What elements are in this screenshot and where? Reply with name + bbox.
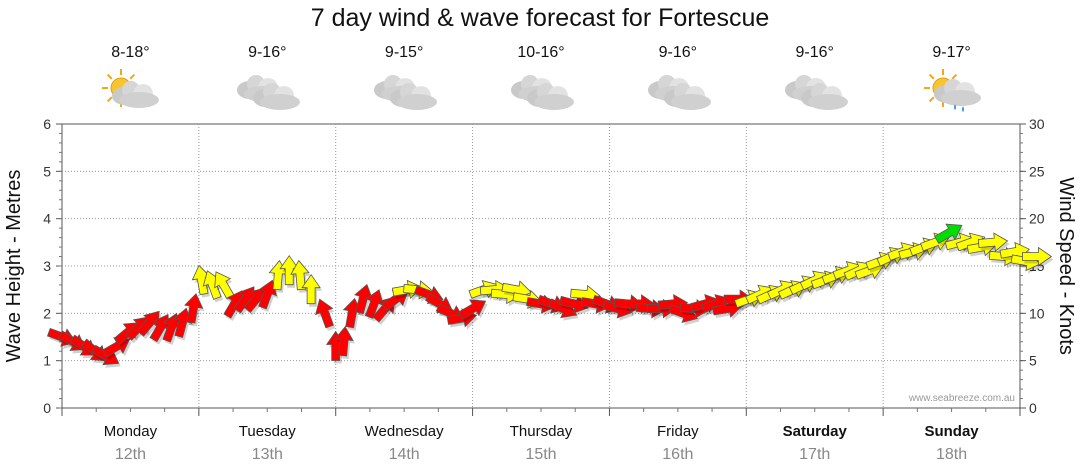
wind-arrow-shape: [173, 307, 193, 338]
forecast-day: 8-18°: [70, 44, 190, 114]
cloudy-icon: [784, 75, 848, 110]
sun-shower-icon: [923, 69, 981, 112]
day-date-label: 15th: [525, 446, 556, 463]
wind-arrow: [934, 223, 964, 247]
wind-arrow: [184, 293, 205, 327]
day-name-label: Thursday: [510, 423, 573, 440]
wind-arrow: [149, 313, 172, 345]
wind-arrows: [46, 223, 1054, 368]
credit-text: www.seabreeze.com.au: [908, 393, 1015, 404]
temperature-range: 10-16°: [517, 44, 565, 61]
forecast-day: 9-17°: [892, 44, 1012, 114]
wind-arrow-shape: [977, 232, 1009, 252]
temperature-range: 9-16°: [248, 44, 287, 61]
wind-arrow: [102, 337, 132, 360]
temperature-range: 9-16°: [658, 44, 698, 61]
temperature-range: 9-16°: [795, 44, 834, 61]
y-tick-label-right: 10: [1029, 305, 1045, 321]
x-axis-days: Monday 12th Tuesday 13th Wednesday 14th Thursd…: [61, 407, 1021, 463]
cloudy-icon: [511, 75, 574, 110]
day-date-label: 18th: [936, 446, 967, 463]
day-name-label: Tuesday: [239, 423, 296, 440]
forecast-day: 9-16°: [618, 44, 738, 114]
day-name-label: Saturday: [783, 423, 848, 440]
wind-arrow-shape: [290, 259, 310, 291]
cloudy-icon: [647, 75, 711, 110]
daily-forecast-strip: 8-18° 9-16° 9-15° 10-16° 9-16° 9-16° 9-17°: [0, 0, 1080, 130]
y-tick-label-right: 30: [1029, 116, 1045, 132]
wind-arrow-shape: [315, 298, 334, 329]
forecast-day: 10-16°: [481, 44, 601, 114]
wind-arrow: [364, 289, 386, 322]
y-tick-label-left: 5: [43, 163, 51, 179]
y-tick-label-left: 1: [43, 353, 51, 369]
y-tick-label-left: 3: [43, 258, 51, 274]
wind-arrow-shape: [1022, 246, 1053, 267]
y-tick-label-left: 6: [43, 116, 51, 132]
y-tick-label-left: 0: [43, 400, 51, 416]
wind-arrow: [258, 279, 279, 312]
y-tick-label-left: 2: [43, 305, 51, 321]
temperature-range: 8-18°: [111, 44, 150, 61]
day-date-label: 14th: [389, 446, 420, 463]
y-axis-label-left: Wave Height - Metres: [3, 170, 25, 363]
day-date-label: 17th: [799, 446, 830, 463]
y-tick-label-right: 20: [1029, 211, 1045, 227]
day-date-label: 16th: [662, 446, 693, 463]
day-date-label: 13th: [252, 446, 283, 463]
y-tick-label-right: 25: [1029, 163, 1045, 179]
day-name-label: Friday: [657, 423, 699, 440]
chart-title: 7 day wind & wave forecast for Fortescue: [310, 4, 770, 32]
wind-arrow: [1022, 246, 1054, 269]
wind-arrow: [301, 273, 323, 307]
wind-arrow-shape: [301, 273, 321, 305]
y-axis-label-right: Wind Speed - Knots: [1055, 177, 1077, 355]
forecast-day: 9-15°: [344, 44, 464, 114]
cloudy-icon: [374, 75, 438, 110]
wind-arrow: [334, 326, 356, 359]
wind-arrow-shape: [184, 293, 204, 324]
wind-arrow: [457, 299, 488, 323]
day-date-label: 12th: [115, 446, 146, 463]
y-tick-label-left: 4: [43, 211, 51, 227]
y-tick-label-right: 5: [1029, 353, 1037, 369]
wind-arrow-shape: [934, 223, 963, 244]
wind-arrow-shape: [334, 326, 354, 357]
partly-sunny-icon: [102, 69, 160, 108]
forecast-day: 9-16°: [755, 44, 875, 114]
temperature-range: 9-15°: [384, 44, 424, 61]
cloudy-icon: [237, 75, 301, 110]
forecast-day: 9-16°: [207, 44, 327, 114]
day-name-label: Monday: [104, 423, 158, 440]
day-name-label: Sunday: [924, 423, 979, 440]
wind-arrow-shape: [457, 299, 487, 320]
temperature-range: 9-17°: [932, 44, 971, 61]
day-name-label: Wednesday: [365, 423, 444, 440]
wind-arrow: [315, 298, 336, 331]
wind-arrow-shape: [258, 279, 278, 310]
wind-arrow: [354, 283, 375, 317]
y-tick-label-right: 0: [1029, 400, 1037, 416]
